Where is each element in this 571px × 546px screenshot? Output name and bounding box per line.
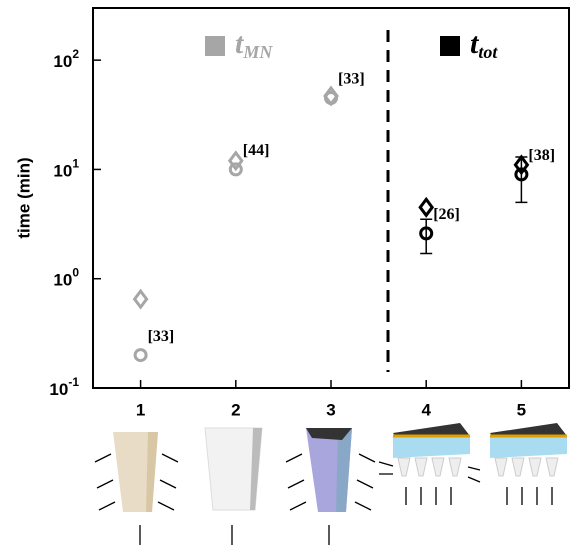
legend-swatch xyxy=(205,36,225,56)
reference: [44] xyxy=(243,142,270,159)
y-tick-exponent: 1 xyxy=(72,157,79,171)
x-tick-label: 1 xyxy=(136,400,145,419)
figure: time (min) xyxy=(0,0,571,546)
y-axis-label: time (min) xyxy=(14,157,33,238)
device-diagrams xyxy=(95,423,567,545)
legend-subscript: MN xyxy=(242,42,273,62)
y-tick-label: 10-1 xyxy=(49,375,79,399)
y-tick-exponent: -1 xyxy=(68,375,79,389)
needles xyxy=(398,458,461,476)
patch-layer xyxy=(490,436,567,458)
x-tick-label: 4 xyxy=(421,400,431,419)
legend-swatch xyxy=(440,36,460,56)
y-tick-exponent: 2 xyxy=(72,47,79,61)
y-tick-base: 10 xyxy=(53,162,72,181)
legend-label: ttot xyxy=(470,27,498,62)
x-tick-label: 2 xyxy=(231,400,240,419)
reference: [26] xyxy=(433,206,460,223)
x-tick-label: 5 xyxy=(517,400,526,419)
legend-label: tMN xyxy=(235,27,273,62)
x-tick-label: 3 xyxy=(326,400,335,419)
y-tick-base: 10 xyxy=(49,380,68,399)
shape xyxy=(146,432,158,512)
y-tick-label: 102 xyxy=(53,47,79,71)
y-tick-exponent: 0 xyxy=(72,266,79,280)
y-tick-label: 101 xyxy=(53,157,79,181)
diamond-marker xyxy=(420,199,432,215)
shape xyxy=(336,428,352,512)
reference: [33] xyxy=(148,328,175,345)
diamond-marker xyxy=(135,291,147,307)
reference: [33] xyxy=(338,71,365,88)
reference: [38] xyxy=(528,147,555,164)
y-tick-base: 10 xyxy=(53,271,72,290)
needles xyxy=(495,458,558,476)
y-tick-base: 10 xyxy=(53,53,72,72)
y-tick-label: 100 xyxy=(53,266,79,290)
legend-subscript: tot xyxy=(478,42,498,62)
circle-marker xyxy=(135,350,146,361)
patch-layer xyxy=(393,436,470,458)
